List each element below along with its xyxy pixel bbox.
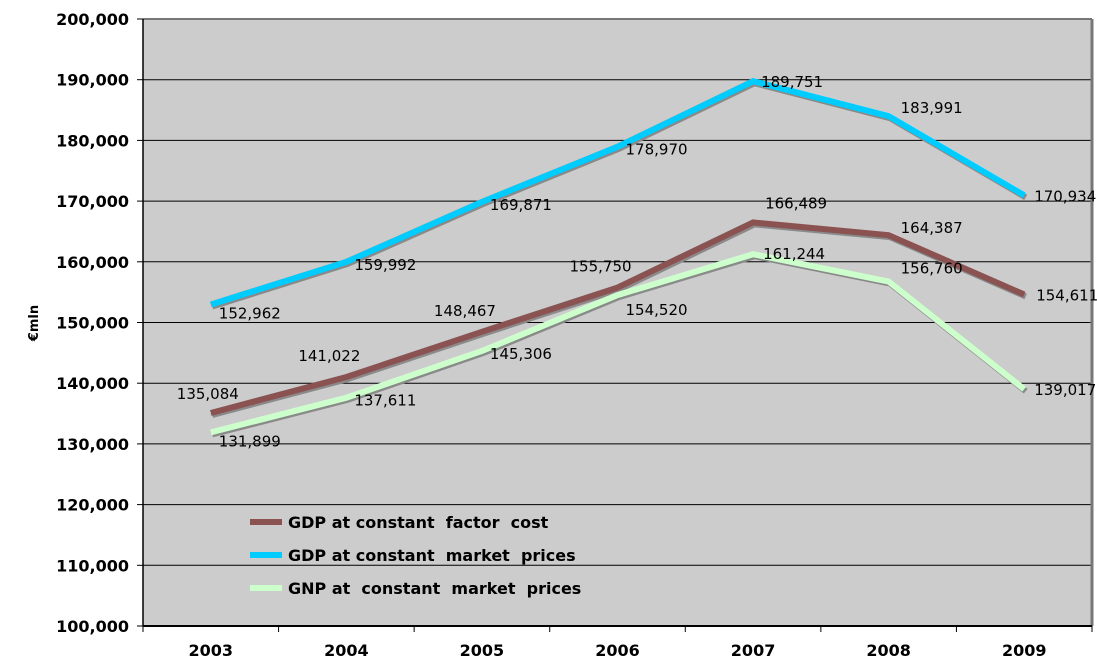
y-tick-label: 110,000 (56, 556, 129, 575)
legend-swatch-0 (250, 519, 282, 525)
data-label: 183,991 (901, 99, 963, 117)
x-tick-label: 2009 (1002, 641, 1047, 660)
x-tick-label: 2008 (866, 641, 911, 660)
legend-label-2: GNP at constant market prices (288, 579, 581, 598)
x-tick-label: 2005 (460, 641, 505, 660)
data-label: 141,022 (298, 347, 360, 365)
data-label: 189,751 (761, 73, 823, 91)
data-label: 148,467 (434, 302, 496, 320)
data-label: 166,489 (765, 194, 827, 212)
y-tick-label: 180,000 (56, 131, 129, 150)
series-line-0 (210, 219, 1026, 416)
y-tick-label: 130,000 (56, 435, 129, 454)
data-label: 137,611 (354, 392, 416, 410)
legend: GDP at constant factor cost GDP at consta… (250, 513, 581, 598)
legend-swatch-1 (250, 552, 282, 558)
data-label: 145,306 (490, 345, 552, 363)
data-label: 155,750 (570, 258, 632, 276)
y-tick-label: 170,000 (56, 192, 129, 211)
y-axis-label: €mln (27, 305, 42, 342)
series-line-1 (209, 78, 1026, 308)
x-tick-label: 2007 (731, 641, 776, 660)
data-label: 164,387 (901, 219, 963, 237)
data-label: 156,760 (901, 259, 963, 277)
data-label: 131,899 (219, 432, 281, 450)
y-tick-label: 150,000 (56, 314, 129, 333)
data-label: 178,970 (626, 141, 688, 159)
data-label: 152,962 (219, 305, 281, 323)
x-tick-label: 2003 (189, 641, 234, 660)
y-tick-label: 190,000 (56, 71, 129, 90)
y-tick-label: 100,000 (56, 617, 129, 636)
data-label: 159,992 (354, 256, 416, 274)
y-tick-label: 140,000 (56, 374, 129, 393)
data-label: 135,084 (177, 385, 239, 403)
data-label: 139,017 (1034, 381, 1096, 399)
data-label: 169,871 (490, 196, 552, 214)
data-label: 154,520 (626, 301, 688, 319)
y-tick-label: 160,000 (56, 253, 129, 272)
y-tick-label: 120,000 (56, 496, 129, 515)
y-tick-label: 200,000 (56, 10, 129, 29)
legend-label-0: GDP at constant factor cost (288, 513, 549, 532)
data-label: 161,244 (763, 245, 825, 263)
series-line-2 (210, 251, 1027, 436)
x-tick-label: 2004 (324, 641, 369, 660)
data-label: 154,611 (1036, 287, 1097, 305)
x-tick-label: 2006 (595, 641, 640, 660)
legend-label-1: GDP at constant market prices (288, 546, 576, 565)
legend-swatch-2 (250, 585, 282, 591)
data-label: 170,934 (1034, 187, 1096, 205)
